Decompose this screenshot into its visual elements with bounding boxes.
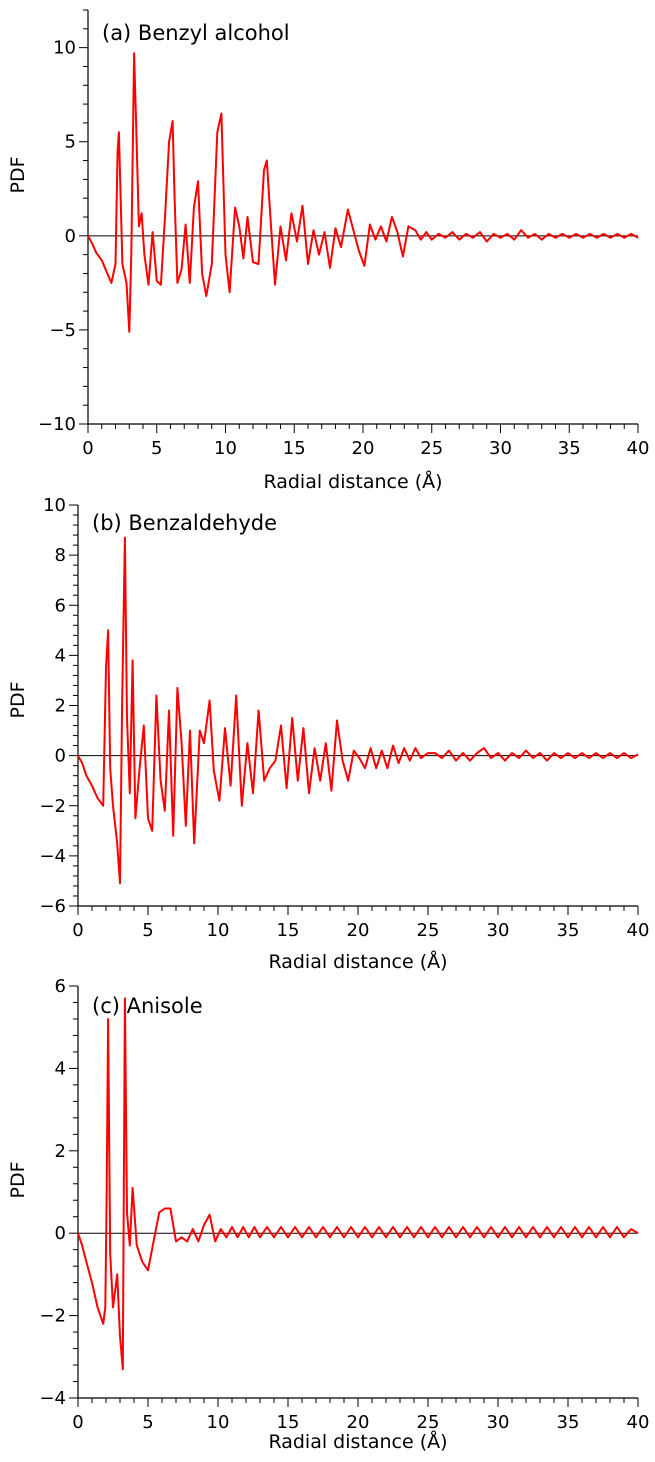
x-tick-label: 5 (142, 1412, 153, 1433)
panel-title: (b) Benzaldehyde (92, 511, 277, 535)
x-tick-label: 30 (487, 1412, 510, 1433)
series-line-0 (87, 52, 639, 333)
y-tick-label: 4 (55, 1058, 66, 1079)
y-tick-label: 10 (53, 38, 76, 59)
x-axis-title: Radial distance (Å) (268, 1430, 447, 1453)
y-tick-label: −4 (39, 1388, 66, 1409)
chart-panel-1: 0 5 10 15 20 25 30 35 40 −6 −4 −2 0 2 4 6 8 10 (b) Benzald… (7, 495, 649, 973)
y-tick-label: 10 (43, 495, 66, 516)
x-tick-label: 35 (558, 438, 581, 459)
x-tick-label: 15 (283, 438, 306, 459)
x-tick-label: 30 (487, 920, 510, 941)
x-axis-title: Radial distance (Å) (268, 950, 447, 973)
y-tick-label: 2 (55, 1141, 66, 1162)
y-tick-label: −6 (39, 896, 66, 917)
y-tick-label: −4 (39, 846, 66, 867)
x-tick-label: 40 (627, 920, 650, 941)
x-tick-label: 0 (72, 1412, 83, 1433)
y-tick-label: 6 (55, 976, 66, 997)
x-tick-label: 10 (207, 1412, 230, 1433)
chart-panel-2: 0 5 10 15 20 25 30 35 40 −4 −2 0 2 4 6 (c) Anisole Radia… (7, 976, 649, 1453)
x-tick-label: 15 (277, 920, 300, 941)
y-tick-label: 4 (55, 645, 66, 666)
x-tick-label: 0 (72, 920, 83, 941)
y-tick-label: 5 (65, 132, 76, 153)
x-tick-label: 30 (489, 438, 512, 459)
x-tick-label: 10 (214, 438, 237, 459)
y-tick-label: 8 (55, 545, 66, 566)
panel-title: (a) Benzyl alcohol (102, 21, 290, 45)
chart-panel-0: 0 5 10 15 20 25 30 35 40 −10 −5 0 5 10 (a) Benzyl alco… (7, 9, 650, 493)
x-tick-label: 15 (277, 1412, 300, 1433)
y-tick-label: −2 (39, 796, 66, 817)
y-tick-label: −10 (38, 414, 76, 435)
x-tick-label: 40 (627, 438, 650, 459)
y-axis-title: PDF (7, 1161, 29, 1198)
y-tick-label: 6 (55, 595, 66, 616)
y-tick-label: 0 (55, 1223, 66, 1244)
panel-title: (c) Anisole (92, 994, 203, 1018)
series-line-0 (77, 536, 639, 885)
x-tick-label: 35 (557, 920, 580, 941)
x-tick-label: 0 (82, 438, 93, 459)
x-axis-title: Radial distance (Å) (263, 470, 442, 493)
x-tick-label: 20 (347, 1412, 370, 1433)
y-tick-label: 2 (55, 696, 66, 717)
x-tick-label: 25 (420, 438, 443, 459)
x-tick-label: 5 (151, 438, 162, 459)
y-tick-label: −5 (49, 320, 76, 341)
x-tick-label: 20 (352, 438, 375, 459)
x-tick-label: 10 (207, 920, 230, 941)
y-tick-label: 0 (55, 746, 66, 767)
x-tick-label: 25 (417, 920, 440, 941)
y-axis-title: PDF (7, 156, 29, 193)
y-axis-title: PDF (7, 681, 29, 718)
y-tick-label: −2 (39, 1306, 66, 1327)
x-tick-label: 20 (347, 920, 370, 941)
x-tick-label: 35 (557, 1412, 580, 1433)
series-line-0 (77, 997, 639, 1371)
x-tick-label: 25 (417, 1412, 440, 1433)
x-tick-label: 5 (142, 920, 153, 941)
y-tick-label: 0 (65, 226, 76, 247)
x-tick-label: 40 (627, 1412, 650, 1433)
